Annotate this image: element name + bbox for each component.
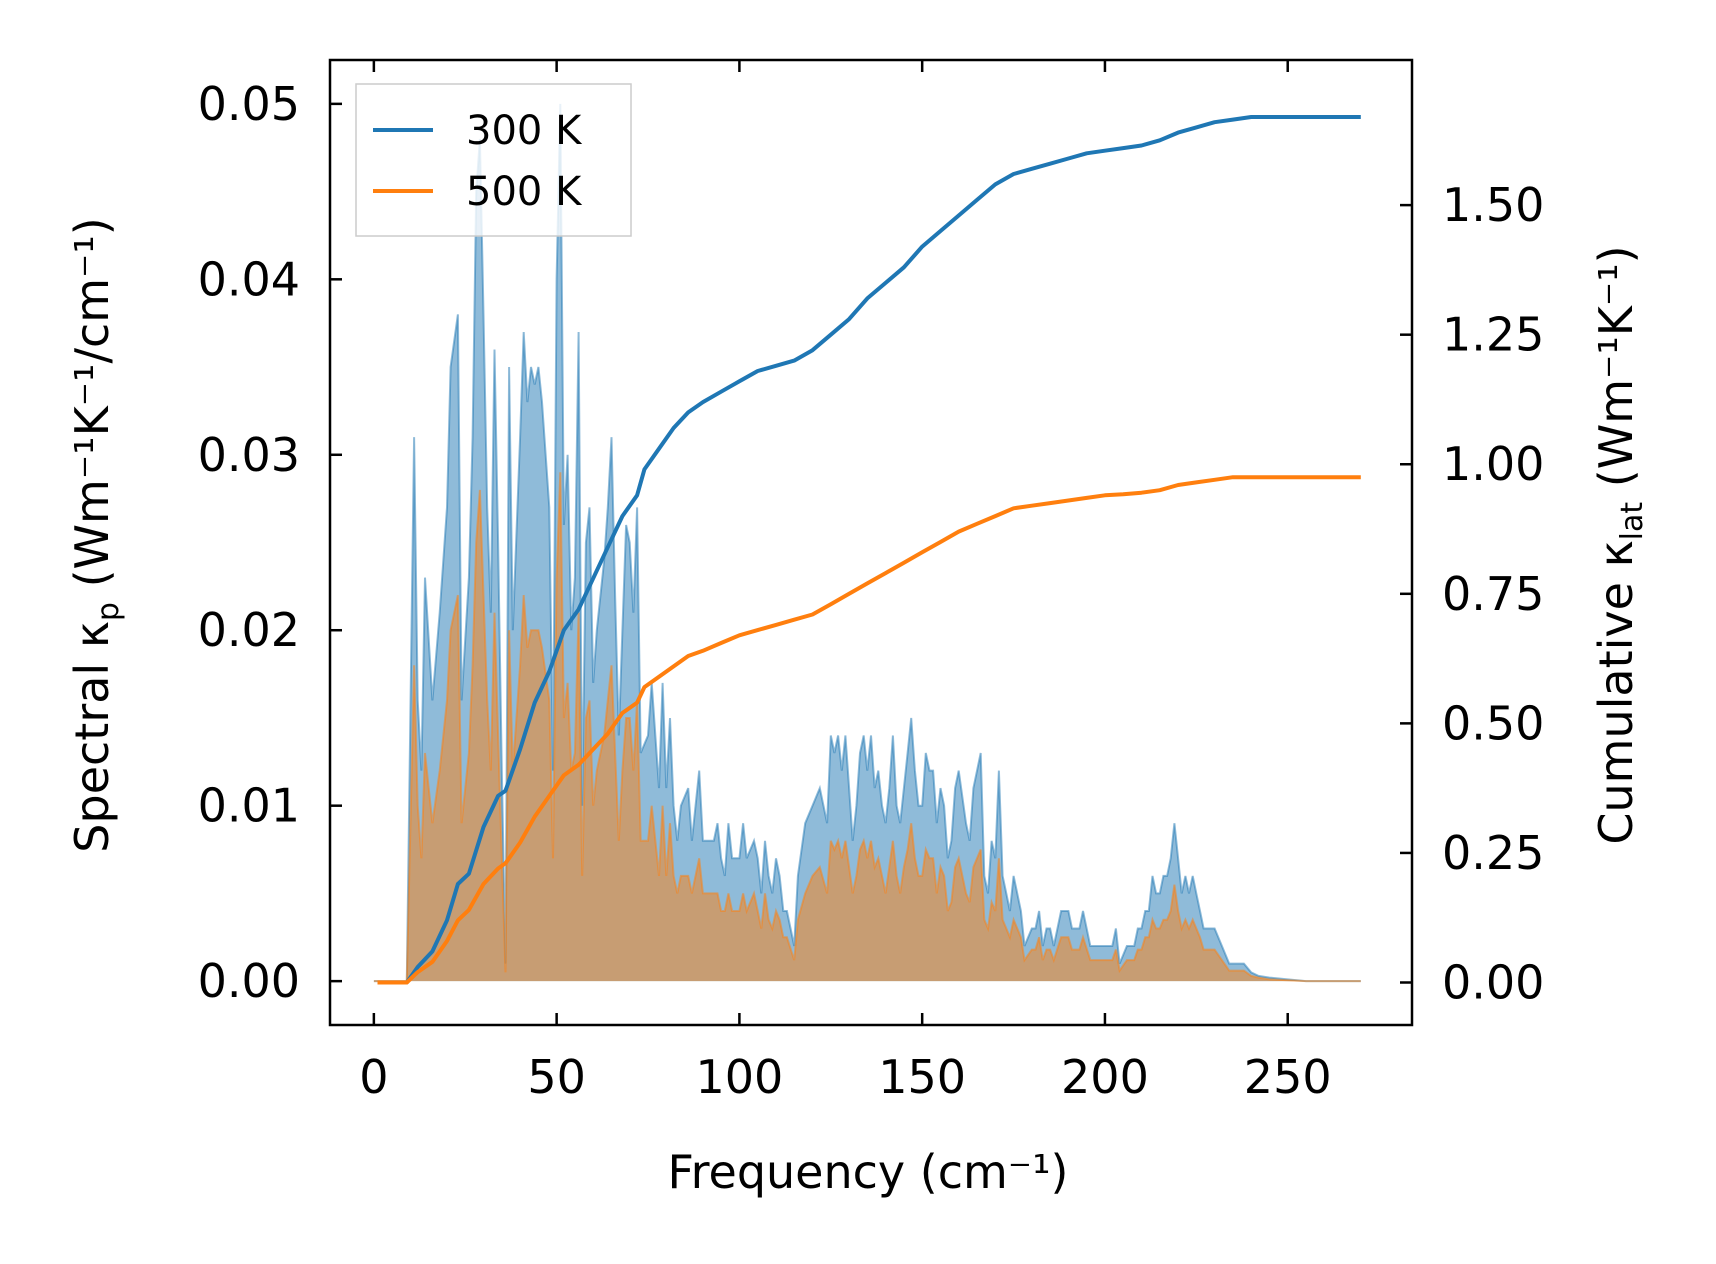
- x-axis-ticks: 0 50 100 150 200 250: [359, 60, 1332, 1104]
- x-tick-label: 100: [695, 1050, 783, 1104]
- y-right-tick-label: 0.75: [1442, 567, 1544, 621]
- y-left-axis-title: Spectral κp (Wm⁻¹K⁻¹/cm⁻¹): [65, 217, 126, 852]
- y-left-axis-ticks: 0.00 0.01 0.02 0.03 0.04 0.05: [198, 77, 342, 1008]
- x-tick-label: 250: [1244, 1050, 1332, 1104]
- spectral-line-500k: [373, 472, 1361, 983]
- y-right-tick-label: 1.00: [1442, 437, 1544, 491]
- spectral-area-500k: [373, 472, 1361, 982]
- y-left-tick-label: 0.00: [198, 954, 300, 1008]
- x-tick-label: 50: [527, 1050, 586, 1104]
- y-right-tick-label: 1.25: [1442, 308, 1544, 362]
- cumulative-line-300k: [377, 115, 1361, 985]
- y-right-tick-label: 1.50: [1442, 178, 1544, 232]
- y-left-tick-label: 0.01: [198, 779, 300, 833]
- x-tick-label: 0: [359, 1050, 388, 1104]
- y-left-tick-label: 0.04: [198, 252, 300, 306]
- legend: 300 K 500 K: [355, 83, 632, 237]
- y-left-tick-label: 0.02: [198, 603, 300, 657]
- y-right-tick-label: 0.00: [1442, 956, 1544, 1010]
- legend-label-300k: 300 K: [466, 108, 583, 154]
- x-axis-title: Frequency (cm⁻¹): [668, 1145, 1069, 1199]
- legend-box: [355, 83, 632, 237]
- plot-frame: [328, 58, 1414, 1027]
- legend-label-500k: 500 K: [466, 169, 583, 215]
- spectral-line-300k: [373, 103, 1361, 983]
- y-right-tick-label: 0.50: [1442, 696, 1544, 750]
- x-tick-label: 150: [878, 1050, 966, 1104]
- x-tick-label: 200: [1061, 1050, 1149, 1104]
- series-lines: [377, 115, 1361, 985]
- spectral-area-300k: [373, 103, 1361, 982]
- y-right-axis-ticks: 0.00 0.25 0.50 0.75 1.00 1.25 1.50: [1400, 178, 1544, 1010]
- y-right-tick-label: 0.25: [1442, 826, 1544, 880]
- y-left-tick-label: 0.05: [198, 77, 300, 131]
- cumulative-line-500k: [377, 475, 1361, 985]
- y-right-axis-title: Cumulative κlat (Wm⁻¹K⁻¹): [1589, 245, 1650, 844]
- spectral-fills: [373, 103, 1361, 983]
- y-left-tick-label: 0.03: [198, 428, 300, 482]
